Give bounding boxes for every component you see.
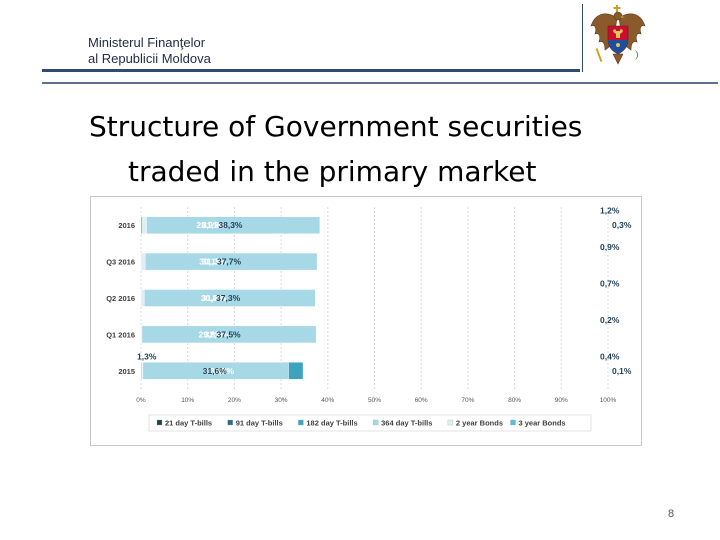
- legend-swatch: [156, 419, 163, 426]
- legend-entry: 2 year Bonds: [456, 419, 503, 428]
- slide-title-line1: Structure of Government securities: [89, 110, 583, 143]
- legend-swatch: [227, 419, 233, 426]
- data-label: 0,7%: [600, 279, 620, 289]
- data-label: 0,1%: [612, 366, 632, 376]
- ministry-name-line1: Ministerul Finanţelor: [88, 35, 206, 50]
- bar-segment: [140, 289, 145, 307]
- data-label: 38,3%: [218, 220, 243, 230]
- data-label: 29,8%: [199, 329, 224, 339]
- data-label: 34,7%: [210, 366, 235, 376]
- data-label: 0,4%: [600, 351, 620, 361]
- x-tick-label: 80%: [508, 397, 521, 404]
- data-label: 31,3%: [202, 257, 227, 267]
- x-tick-label: 0%: [136, 397, 146, 404]
- slide-title: Structure of Government securities trade…: [0, 104, 700, 194]
- data-label: 37,3%: [216, 293, 241, 303]
- bar-segment: [140, 362, 143, 380]
- x-tick-label: 30%: [275, 397, 288, 404]
- x-tick-label: 90%: [555, 397, 568, 404]
- bar-segment: [140, 216, 143, 234]
- x-tick-label: 20%: [228, 397, 241, 404]
- chart-x-tick-labels: 0% 10% 20% 30% 40% 50% 60% 70% 80% 90% 100%: [136, 397, 616, 404]
- chart-legend: 21 day T-bills 91 day T-bills 182 day T-bi…: [148, 414, 592, 432]
- legend-entry: 21 day T-bills: [165, 419, 212, 428]
- data-label: 31,6%: [203, 366, 228, 376]
- emblem-container: [582, 4, 653, 72]
- category-label: Q2 2016: [106, 294, 135, 303]
- chart-category-labels: 2016 Q3 2016 Q2 2016 Q1 2016 2015: [106, 221, 135, 376]
- x-tick-label: 40%: [321, 397, 334, 404]
- ministry-name-line2: al Republicii Moldova: [88, 51, 211, 66]
- data-label: 37,5%: [217, 329, 242, 339]
- chart-bars: [140, 216, 321, 380]
- bar-segment: [140, 325, 143, 344]
- ministry-name: Ministerul Finanţelor al Republicii Mold…: [88, 35, 211, 67]
- category-label: 2015: [118, 367, 135, 376]
- legend-entry: 182 day T-bills: [306, 419, 357, 428]
- stacked-bar-chart: 28,9%31,3%38,3%1,2%0,3%30,1%31,3%37,7%0,…: [106, 206, 632, 432]
- slide-title-line2: traded in the primary market: [128, 155, 537, 188]
- data-label: 1,2%: [600, 206, 620, 216]
- x-tick-label: 70%: [461, 397, 474, 404]
- data-label: 30,8%: [201, 293, 226, 303]
- data-label: 28,9%: [196, 220, 221, 230]
- data-label: 31,9%: [203, 366, 228, 376]
- data-label: 30,1%: [199, 257, 224, 267]
- data-label: 0,2%: [600, 315, 620, 325]
- data-label: 31,2%: [202, 293, 227, 303]
- legend-swatch: [447, 419, 454, 426]
- category-label: Q3 2016: [106, 258, 135, 267]
- legend-box: [148, 414, 592, 432]
- legend-entry: 3 year Bonds: [519, 419, 566, 428]
- page-number: 8: [668, 508, 675, 520]
- legend-entry: 91 day T-bills: [236, 419, 283, 428]
- header-rule: [42, 69, 580, 72]
- x-tick-label: 10%: [181, 397, 194, 404]
- data-label: 32,4%: [205, 329, 230, 339]
- chart-container: 28,9% 31,3% 38,3% 1,2% 0,3% 30,1% 31,3% 37,7% 0,…: [90, 196, 642, 446]
- x-tick-label: 60%: [415, 397, 428, 404]
- category-label: 2016: [118, 221, 135, 230]
- data-label: 0,3%: [612, 220, 632, 230]
- legend-swatch: [298, 419, 304, 426]
- data-label: 37,7%: [217, 257, 242, 267]
- data-label: 0,9%: [600, 242, 620, 252]
- x-tick-label: 50%: [368, 397, 381, 404]
- moldova-coat-of-arms-icon: [590, 5, 646, 65]
- legend-entry: 364 day T-bills: [381, 419, 432, 428]
- legend-swatch: [510, 419, 516, 426]
- bar-segment: [140, 252, 146, 271]
- legend-swatch: [372, 419, 379, 426]
- data-label: 1,3%: [137, 351, 157, 361]
- chart-data-labels: 28,9%31,3%38,3%1,2%0,3%30,1%31,3%37,7%0,…: [137, 206, 632, 376]
- data-label: 31,3%: [202, 220, 227, 230]
- category-label: Q1 2016: [106, 330, 135, 339]
- x-tick-label: 100%: [600, 397, 617, 404]
- header-rule-secondary: [42, 82, 718, 84]
